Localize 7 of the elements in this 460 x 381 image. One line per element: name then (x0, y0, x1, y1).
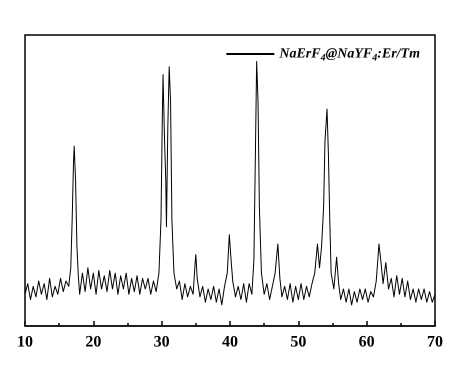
x-tick-label: 50 (290, 334, 306, 350)
x-tick-label: 20 (85, 334, 102, 350)
x-tick-label: 10 (17, 334, 33, 350)
x-tick-label: 70 (427, 334, 443, 350)
x-tick-label: 60 (358, 334, 375, 350)
x-tick-label: 30 (154, 334, 170, 350)
x-tick-label: 40 (222, 334, 238, 350)
